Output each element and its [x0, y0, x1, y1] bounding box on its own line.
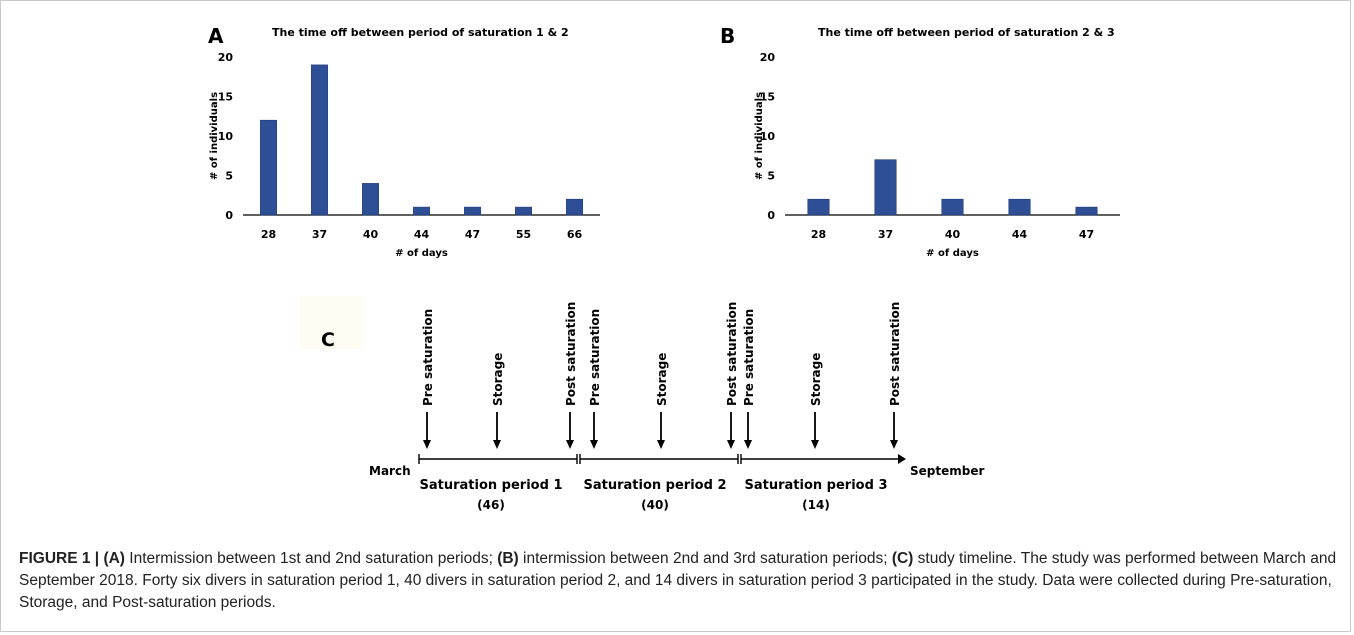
bar-28: [807, 198, 830, 216]
y-tick-label: 10: [218, 130, 234, 143]
y-tick-label: 20: [218, 51, 234, 64]
x-tick-label: 40: [363, 228, 379, 241]
y-tick-label: 10: [760, 130, 776, 143]
y-tick-label: 20: [760, 51, 776, 64]
event-label: Storage: [655, 353, 669, 406]
period-name: Saturation period 1: [420, 478, 563, 493]
x-tick-label: 44: [1012, 228, 1028, 241]
event-label: Post saturation: [725, 302, 739, 406]
x-tick-label: 28: [261, 228, 276, 241]
x-tick-label: 47: [465, 228, 480, 241]
y-tick-label: 5: [767, 170, 775, 183]
bar-44: [413, 206, 430, 216]
panel-letter: C: [321, 329, 335, 351]
caption-separator: |: [90, 550, 104, 567]
chart-panel-a: A The time off between period of saturati…: [208, 24, 600, 259]
bar-44: [1008, 198, 1031, 216]
event-arrow-head: [423, 440, 431, 449]
bar-47: [464, 206, 481, 216]
bar-55: [515, 206, 532, 216]
event-label: Post saturation: [564, 302, 578, 406]
period-name: Saturation period 2: [584, 478, 727, 493]
event-label: Pre saturation: [421, 309, 435, 406]
caption-c-label: (C): [891, 550, 914, 567]
event-label: Storage: [809, 353, 823, 406]
y-tick-label: 5: [225, 170, 233, 183]
y-tick-label: 15: [218, 91, 233, 104]
bar-47: [1075, 206, 1098, 216]
chart-title: The time off between period of saturatio…: [818, 26, 1115, 39]
timeline-end-label: September: [910, 464, 984, 478]
caption-b-text: intermission between 2nd and 3rd saturat…: [518, 550, 892, 567]
x-tick-label: 55: [516, 228, 531, 241]
panel-c-label-background: [300, 296, 362, 349]
event-label: Pre saturation: [742, 309, 756, 406]
figure-caption: FIGURE 1 | (A) Intermission between 1st …: [19, 548, 1339, 614]
event-arrow-head: [890, 440, 898, 449]
period-name: Saturation period 3: [745, 478, 888, 493]
bar-37: [874, 159, 897, 216]
event-arrow-head: [744, 440, 752, 449]
panel-letter: B: [720, 24, 735, 48]
caption-b-label: (B): [497, 550, 519, 567]
timeline-panel-c: C March September Pre saturation Storage Post…: [321, 302, 984, 512]
bar-40: [941, 198, 964, 216]
y-axis-label: # of individuals: [754, 92, 765, 180]
figure-canvas: A The time off between period of saturati…: [208, 24, 1120, 512]
period-count: (14): [802, 498, 830, 512]
y-tick-label: 0: [225, 209, 233, 222]
bar-37: [311, 64, 328, 216]
x-tick-label: 66: [567, 228, 583, 241]
timeline-arrowhead: [898, 454, 906, 464]
event-label: Post saturation: [888, 302, 902, 406]
y-axis-label: # of individuals: [209, 92, 220, 180]
event-arrow-head: [657, 440, 665, 449]
bar-40: [362, 183, 379, 216]
caption-figure-label: FIGURE 1: [19, 550, 91, 567]
caption-a-text: Intermission between 1st and 2nd saturat…: [124, 550, 498, 567]
x-tick-label: 40: [945, 228, 961, 241]
event-label: Pre saturation: [588, 309, 602, 406]
x-axis-label: # of days: [926, 248, 979, 259]
event-arrow-head: [590, 440, 598, 449]
y-tick-label: 0: [767, 209, 775, 222]
event-label: Storage: [491, 353, 505, 406]
event-arrow-head: [727, 440, 735, 449]
y-tick-label: 15: [760, 91, 775, 104]
period-count: (46): [477, 498, 505, 512]
x-tick-label: 44: [414, 228, 430, 241]
event-arrow-head: [566, 440, 574, 449]
x-tick-label: 37: [312, 228, 327, 241]
timeline-start-label: March: [369, 464, 411, 478]
x-axis-label: # of days: [395, 248, 448, 259]
bar-28: [260, 119, 277, 216]
caption-c-text: study timeline. The study was performed …: [19, 550, 1337, 611]
bar-66: [566, 198, 583, 216]
caption-a-label: (A): [103, 550, 125, 567]
chart-title: The time off between period of saturatio…: [272, 26, 569, 39]
panel-letter: A: [208, 24, 224, 48]
x-tick-label: 28: [811, 228, 826, 241]
period-count: (40): [641, 498, 669, 512]
event-arrow-head: [493, 440, 501, 449]
x-tick-label: 47: [1079, 228, 1094, 241]
x-tick-label: 37: [878, 228, 893, 241]
chart-panel-b: B The time off between period of saturati…: [720, 24, 1120, 259]
event-arrow-head: [811, 440, 819, 449]
